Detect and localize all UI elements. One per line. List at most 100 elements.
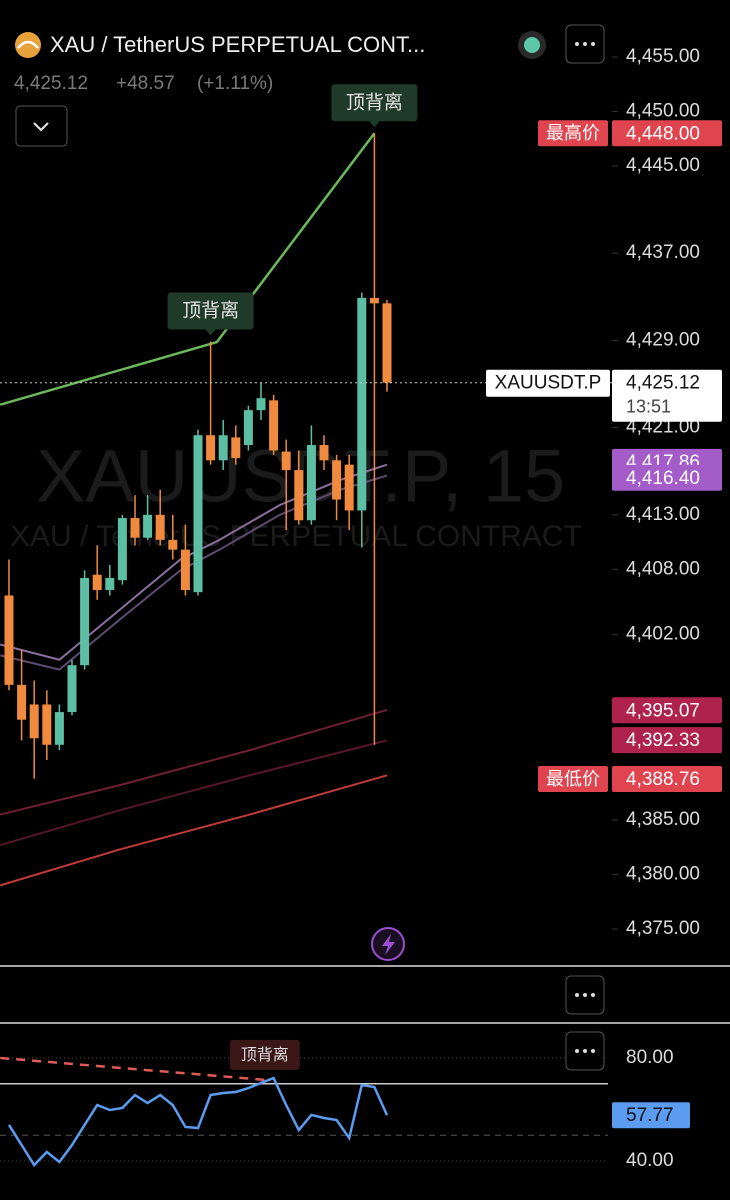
price-label-box [612,120,722,147]
price-tag-box [538,120,608,147]
candle-body [29,704,39,739]
candle-body [4,595,14,685]
candle-body [206,435,216,461]
candle-body [231,437,241,459]
header: XAU / TetherUS PERPETUAL CONT... 4,425.1… [14,24,605,147]
moving-average-line [0,708,388,816]
rsi-more-button[interactable] [565,1031,605,1071]
y-tick-label: 4,429.00 [626,329,700,350]
logo-mark [17,40,39,49]
dot [583,1049,587,1053]
candle-body [155,514,165,540]
dot [591,1049,595,1053]
candle-body [294,470,304,521]
y-tick-label: 4,421.00 [626,417,700,438]
candle-body [332,460,342,500]
price-label-box [612,766,722,793]
collapse-button[interactable] [15,105,68,147]
annotation-box [331,84,418,122]
y-tick-label: 4,445.00 [626,155,700,176]
annotation-box [229,1039,300,1070]
rsi-label: 57.77 [626,1105,674,1126]
y-tick-label: 80.00 [626,1047,674,1068]
price-label: 4,416.40 [626,468,700,489]
status-dot [524,37,540,53]
dot [583,993,587,997]
price-label: 4,392.33 [626,730,700,751]
pane-more-button[interactable] [565,975,605,1015]
candle-body [92,574,102,591]
candle-body [306,445,316,521]
header-price: 4,425.12 [14,73,88,94]
candle-body [80,578,90,666]
header-change: +48.57 [116,73,175,94]
y-tick-label: 40.00 [626,1150,674,1171]
symbol-label: XAUUSDT.P [495,373,602,394]
candle-body [54,712,64,745]
y-tick-label: 4,450.00 [626,101,700,122]
price-label: 4,448.00 [626,123,700,144]
y-tick-label: 4,375.00 [626,918,700,939]
candle-body [117,518,127,581]
candle-body [105,578,115,591]
candle-body [281,451,291,471]
candle-body [130,518,140,538]
symbol-title: XAU / TetherUS PERPETUAL CONT... [50,32,425,57]
candle-body [243,410,253,446]
price-tag-box [538,766,608,793]
moving-average-line [0,739,388,847]
price-tag: 最低价 [546,769,600,789]
candle-body [168,539,178,550]
candle-body [193,435,203,593]
annotation-pointer [368,120,381,128]
y-tick-label: 4,413.00 [626,504,700,525]
y-tick-label: 4,402.00 [626,624,700,645]
moving-average-line [0,774,388,887]
current-price-label: 4,425.12 [626,373,700,394]
logo [15,32,41,58]
watermark-name: XAU / TetherUS PERPETUAL CONTRACT [10,520,582,553]
y-tick-label: 4,408.00 [626,558,700,579]
candle-body [369,297,379,304]
candle-body [218,435,228,461]
candle-body [319,445,329,461]
rsi-line [7,1076,389,1168]
candle-body [357,297,367,511]
dot [591,993,595,997]
candle-body [269,400,279,451]
price-label-box [612,727,722,754]
candle-body [256,398,266,411]
current-price-box [612,369,722,422]
candle-body [42,704,52,745]
dot [583,42,587,46]
annotation-text: 顶背离 [182,300,239,322]
dot [575,42,579,46]
chevron [33,122,49,132]
price-label-box [612,464,722,491]
annotation-pointer [204,328,217,336]
more-button[interactable] [565,24,605,64]
divergence-line [0,1056,265,1082]
candle-body [382,303,392,383]
y-tick-label: 4,380.00 [626,864,700,885]
rsi-label-box [612,1102,690,1129]
header-change-pct: (+1.11%) [197,73,273,94]
candle-body [67,665,77,713]
y-tick-label: 4,385.00 [626,809,700,830]
dot [575,1049,579,1053]
button-frame [15,105,68,147]
candle-body [143,514,153,538]
candle-body [180,549,190,591]
annotation-text: 顶背离 [241,1046,289,1064]
annotation-text: 顶背离 [346,91,403,113]
countdown-label: 13:51 [626,396,671,416]
candle-body [344,464,354,511]
candle-body [17,684,27,720]
dot [575,993,579,997]
lightning-icon [382,934,395,955]
symbol-box [486,369,610,397]
dot [591,42,595,46]
lightning-button[interactable] [371,927,405,961]
